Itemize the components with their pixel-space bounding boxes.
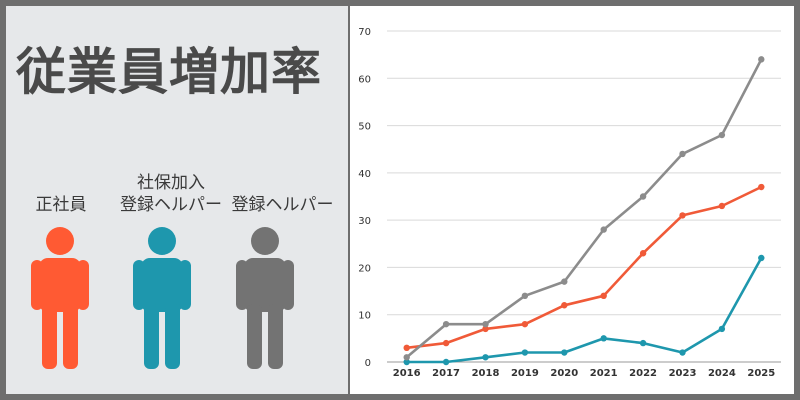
person-arm: [133, 260, 145, 310]
person-head: [251, 227, 279, 255]
line-chart: 0 10 20 30 40 50 60 70 2016 2017 2018 2019 2020 2021 2…: [358, 27, 781, 379]
y-tick-label: 70: [358, 27, 371, 38]
person-leg: [63, 304, 78, 369]
x-tick-label: 2023: [669, 368, 697, 379]
x-tick-label: 2020: [550, 368, 578, 379]
data-point: [403, 344, 410, 352]
legend-label-touroku-helper: 登録ヘルパー: [231, 195, 334, 215]
x-tick-label: 2024: [708, 368, 736, 379]
person-torso: [39, 258, 81, 312]
series-line: [406, 185, 762, 350]
data-point: [758, 183, 765, 191]
person-icon: [236, 227, 294, 369]
data-point: [600, 226, 607, 233]
person-icon: [31, 227, 89, 369]
person-arm: [179, 260, 191, 310]
person-arm: [282, 260, 294, 310]
data-point: [561, 349, 568, 356]
x-tick-label: 2021: [590, 368, 618, 379]
person-arm: [236, 260, 248, 310]
x-tick-label: 2019: [511, 368, 539, 379]
data-point: [718, 325, 726, 333]
y-tick-label: 40: [358, 169, 371, 180]
data-point: [639, 193, 647, 200]
data-point: [561, 302, 568, 309]
x-tick-label: 2025: [747, 368, 775, 379]
data-point: [442, 320, 450, 328]
page-title: 従業員増加率: [16, 43, 322, 101]
data-point: [600, 292, 607, 299]
chart-panel: 0 10 20 30 40 50 60 70 2016 2017 2018 2019 2020 2021 2…: [350, 6, 794, 394]
data-point: [758, 254, 765, 262]
y-tick-label: 10: [358, 311, 371, 322]
data-point: [482, 320, 489, 328]
y-tick-label: 0: [365, 358, 371, 369]
data-point: [639, 250, 647, 257]
data-point: [679, 349, 686, 356]
data-point: [482, 354, 489, 361]
y-tick-label: 60: [358, 74, 371, 85]
legend-label-seishain: 正社員: [35, 195, 87, 215]
data-point: [561, 278, 568, 285]
person-arm: [77, 260, 89, 310]
person-head: [46, 227, 74, 255]
data-point: [521, 320, 529, 328]
data-point: [679, 150, 686, 158]
data-point: [758, 56, 765, 63]
series-line: [406, 257, 763, 364]
legend-label-shaho-helper: 社保加入 登録ヘルパー: [120, 173, 222, 215]
x-tick-label: 2022: [629, 368, 657, 379]
data-point: [600, 335, 607, 342]
x-tick-label: 2016: [393, 368, 421, 379]
person-leg: [247, 304, 262, 369]
person-leg: [144, 304, 159, 369]
data-point: [718, 131, 726, 139]
data-point: [403, 358, 410, 366]
y-tick-label: 30: [358, 216, 371, 227]
person-icon: [133, 227, 191, 369]
data-point: [442, 358, 450, 366]
x-tick-label: 2018: [472, 368, 500, 379]
person-leg: [42, 304, 57, 369]
person-leg: [165, 304, 180, 369]
data-point: [521, 349, 529, 356]
person-torso: [244, 258, 286, 312]
data-point: [482, 325, 489, 333]
series-line: [405, 58, 763, 359]
person-leg: [268, 304, 283, 369]
person-torso: [141, 258, 183, 312]
y-tick-label: 50: [358, 122, 371, 133]
data-point: [403, 354, 410, 361]
data-point: [442, 339, 450, 347]
data-point: [639, 339, 647, 347]
x-tick-label: 2017: [432, 368, 460, 379]
person-head: [148, 227, 176, 255]
y-tick-label: 20: [358, 263, 371, 274]
data-point: [521, 292, 529, 299]
person-arm: [31, 260, 43, 310]
data-point: [718, 202, 726, 210]
legend-panel: 従業員増加率 正社員 社保加入 登録ヘルパー 登録ヘルパー: [6, 6, 348, 394]
data-point: [679, 212, 686, 219]
